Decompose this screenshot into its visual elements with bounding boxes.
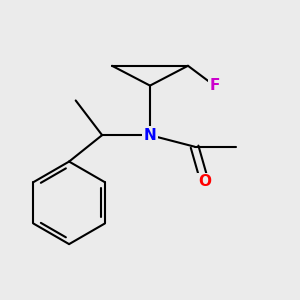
Text: O: O <box>198 174 211 189</box>
Text: N: N <box>144 128 156 142</box>
Text: F: F <box>209 78 220 93</box>
